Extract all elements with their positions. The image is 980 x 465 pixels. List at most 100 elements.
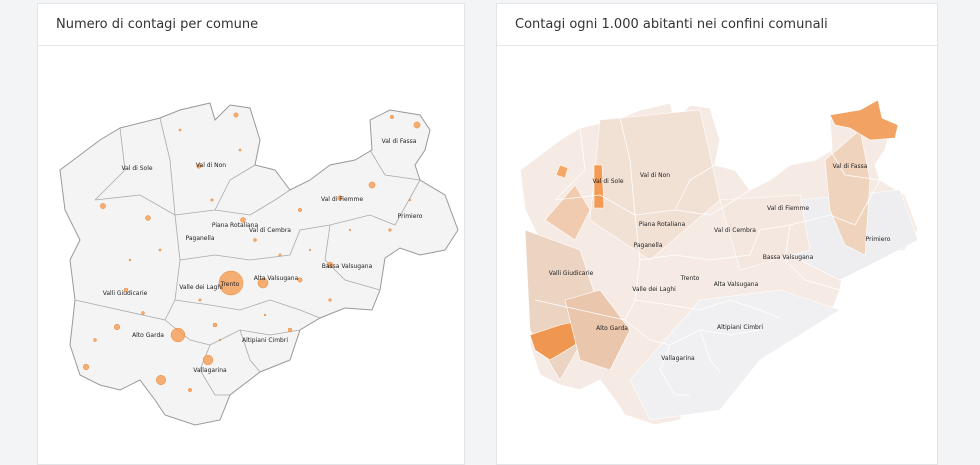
bubble bbox=[218, 270, 244, 296]
district-area bbox=[629, 289, 841, 421]
bubble bbox=[156, 375, 166, 385]
district-border bbox=[174, 189, 291, 216]
district-label: Valli Giudicarie bbox=[549, 270, 594, 277]
district-label: Altipiani Cimbri bbox=[242, 337, 288, 344]
district-label: Alta Valsugana bbox=[714, 281, 759, 288]
district-area bbox=[589, 109, 721, 261]
district-label: Paganella bbox=[185, 235, 214, 242]
bubble bbox=[238, 148, 242, 152]
district-area bbox=[593, 164, 605, 209]
district-border bbox=[159, 117, 176, 216]
district-border bbox=[624, 319, 761, 346]
district-label: Piana Rotaliana bbox=[639, 221, 686, 228]
district-border bbox=[619, 117, 636, 216]
district-area bbox=[544, 184, 591, 241]
page: Numero di contagi per comune Contagi ogn… bbox=[37, 3, 938, 465]
bubble bbox=[326, 261, 334, 269]
bubble bbox=[170, 327, 186, 343]
district-label: Valli Giudicarie bbox=[103, 290, 148, 297]
card-title: Contagi ogni 1.000 abitanti nei confini … bbox=[497, 4, 937, 46]
district-label: Primiero bbox=[866, 236, 891, 243]
bubble bbox=[257, 277, 269, 289]
district-border bbox=[674, 164, 716, 211]
bubble bbox=[408, 198, 412, 202]
district-border bbox=[239, 329, 261, 373]
bubble bbox=[178, 128, 182, 132]
bubble bbox=[233, 112, 239, 118]
bubble bbox=[82, 363, 90, 371]
bubble bbox=[278, 253, 282, 257]
district-label: Vallagarina bbox=[661, 355, 695, 362]
bubble bbox=[100, 203, 106, 209]
district-label: Alto Garda bbox=[132, 332, 164, 339]
bubble bbox=[297, 277, 303, 283]
district-label: Piana Rotaliana bbox=[212, 222, 259, 229]
district-border bbox=[174, 299, 321, 319]
district-border bbox=[369, 149, 421, 181]
district-border bbox=[554, 127, 586, 201]
bubble bbox=[93, 338, 97, 342]
district-label: Val di Non bbox=[196, 162, 226, 169]
district-border bbox=[659, 344, 690, 396]
bubble bbox=[287, 327, 293, 333]
bubble bbox=[123, 287, 129, 293]
district-border bbox=[534, 299, 626, 321]
district-border bbox=[829, 149, 881, 181]
bubble bbox=[328, 298, 332, 302]
district-border bbox=[179, 179, 421, 261]
district-border bbox=[324, 224, 381, 291]
district-label: Val di Fiemme bbox=[767, 205, 809, 212]
district-label: Val di Fassa bbox=[382, 138, 417, 145]
district-area bbox=[719, 194, 811, 271]
bubble bbox=[145, 215, 151, 221]
bubble bbox=[240, 217, 246, 223]
bubble bbox=[141, 311, 145, 315]
district-label: Trento bbox=[220, 281, 240, 288]
region-outline bbox=[59, 102, 459, 426]
district-label: Primiero bbox=[398, 213, 423, 220]
district-label: Vallagarina bbox=[193, 367, 227, 374]
district-label: Val di Fassa bbox=[833, 163, 868, 170]
bubble bbox=[389, 114, 395, 120]
district-label: Bassa Valsugana bbox=[322, 263, 373, 270]
bubble bbox=[202, 354, 214, 366]
bubble bbox=[212, 322, 218, 328]
bubble bbox=[413, 121, 421, 129]
district-border bbox=[74, 299, 166, 321]
district-area bbox=[555, 164, 569, 179]
district-label: Val di Cembra bbox=[249, 227, 291, 234]
district-border bbox=[94, 194, 181, 321]
maps: Val di Sole Val di Non Val di Fassa Val di … bbox=[59, 99, 919, 426]
district-label: Val di Sole bbox=[121, 165, 152, 172]
district-border bbox=[634, 299, 781, 319]
district-label: Valle dei Laghi bbox=[179, 284, 223, 291]
district-label: Val di Non bbox=[640, 172, 670, 179]
bubble bbox=[128, 258, 132, 262]
bubble bbox=[113, 323, 121, 331]
district-label: Alta Valsugana bbox=[254, 275, 299, 282]
district-area bbox=[829, 99, 899, 141]
district-label: Altipiani Cimbri bbox=[717, 324, 763, 331]
district-border bbox=[554, 194, 641, 321]
district-label: Bassa Valsugana bbox=[763, 254, 814, 261]
bubble bbox=[388, 228, 392, 232]
district-border bbox=[164, 319, 301, 346]
district-label: Valle dei Laghi bbox=[632, 286, 676, 293]
bubble bbox=[337, 195, 343, 201]
bubble bbox=[218, 338, 222, 342]
bubble bbox=[253, 238, 257, 242]
district-label: Val di Cembra bbox=[714, 227, 756, 234]
bubble bbox=[198, 298, 202, 302]
district-border bbox=[639, 179, 881, 261]
district-label: Paganella bbox=[633, 242, 662, 249]
bubble bbox=[368, 181, 376, 189]
bubble bbox=[263, 313, 267, 317]
bubble bbox=[297, 207, 303, 213]
district-label: Val di Sole bbox=[592, 178, 623, 185]
district-border bbox=[634, 189, 751, 216]
district-area bbox=[529, 319, 584, 361]
map-right: Val di Sole Val di Non Val di Fassa Val di … bbox=[519, 99, 919, 426]
district-label: Trento bbox=[680, 275, 700, 282]
bubble bbox=[210, 198, 214, 202]
bubble bbox=[196, 163, 202, 169]
